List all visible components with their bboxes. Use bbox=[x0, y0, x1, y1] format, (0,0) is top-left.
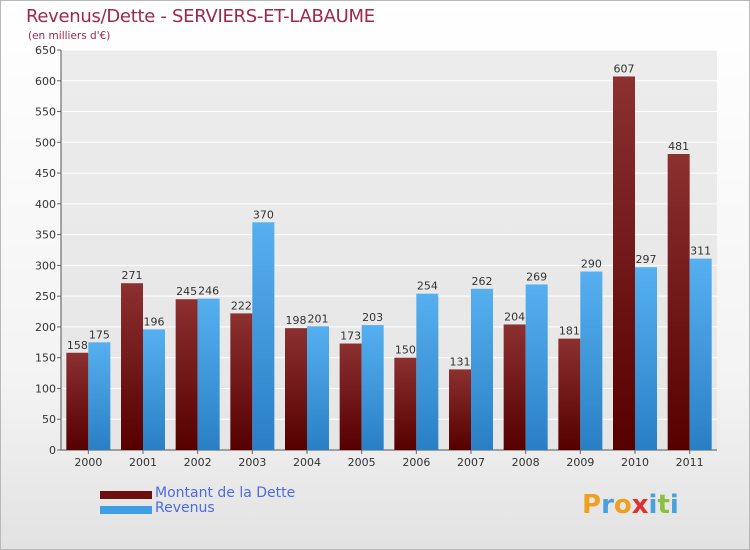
y-tick-label: 350 bbox=[35, 229, 56, 242]
x-tick-label: 2010 bbox=[621, 456, 649, 469]
data-label-revenus: 297 bbox=[636, 253, 657, 266]
bar-dette bbox=[285, 328, 307, 450]
x-tick-label: 2004 bbox=[293, 456, 321, 469]
data-label-revenus: 203 bbox=[362, 311, 383, 324]
y-tick-label: 400 bbox=[35, 198, 56, 211]
bar-revenus bbox=[525, 284, 548, 450]
data-label-dette: 481 bbox=[668, 140, 689, 153]
bar-revenus bbox=[361, 325, 384, 450]
data-label-dette: 198 bbox=[286, 314, 307, 327]
y-tick-label: 50 bbox=[42, 413, 56, 426]
data-label-dette: 173 bbox=[340, 330, 361, 343]
x-tick-label: 2003 bbox=[238, 456, 266, 469]
x-tick-label: 2005 bbox=[348, 456, 376, 469]
data-label-dette: 158 bbox=[67, 339, 88, 352]
bar-revenus bbox=[307, 326, 329, 450]
data-label-revenus: 262 bbox=[472, 275, 493, 288]
data-label-revenus: 254 bbox=[417, 280, 438, 293]
y-tick-label: 450 bbox=[35, 167, 56, 180]
x-tick-label: 2009 bbox=[566, 456, 594, 469]
legend-swatch-dette bbox=[100, 491, 152, 499]
data-label-revenus: 370 bbox=[253, 208, 274, 221]
bar-dette bbox=[66, 352, 89, 450]
logo-letter: x bbox=[631, 490, 649, 520]
x-tick-label: 2000 bbox=[74, 456, 102, 469]
y-tick-label: 200 bbox=[35, 321, 56, 334]
data-label-revenus: 196 bbox=[144, 315, 165, 328]
legend-swatch-revenus bbox=[100, 506, 152, 514]
data-label-dette: 204 bbox=[504, 310, 525, 323]
legend-label-revenus: Revenus bbox=[155, 500, 215, 516]
logo-letter: i bbox=[648, 490, 658, 520]
data-label-dette: 181 bbox=[559, 325, 580, 338]
data-label-dette: 271 bbox=[122, 269, 143, 282]
logo-letter: P bbox=[582, 490, 602, 520]
bar-revenus bbox=[252, 222, 275, 450]
bar-dette bbox=[449, 369, 471, 450]
x-tick-label: 2011 bbox=[676, 456, 704, 469]
logo-letter: o bbox=[613, 490, 632, 520]
bar-revenus bbox=[689, 258, 712, 450]
data-label-dette: 150 bbox=[395, 344, 416, 357]
x-tick-label: 2006 bbox=[402, 456, 430, 469]
bar-dette bbox=[121, 283, 143, 450]
data-label-revenus: 311 bbox=[690, 245, 711, 258]
x-tick-label: 2001 bbox=[129, 456, 157, 469]
bar-dette bbox=[558, 338, 581, 450]
bar-revenus bbox=[580, 271, 603, 450]
data-label-revenus: 269 bbox=[526, 270, 547, 283]
bar-dette bbox=[394, 357, 417, 450]
bar-dette bbox=[339, 343, 362, 450]
bar-dette bbox=[667, 154, 690, 450]
data-label-dette: 222 bbox=[231, 299, 252, 312]
proxiti-logo: Proxiti bbox=[582, 490, 679, 520]
bar-revenus bbox=[197, 298, 220, 450]
y-tick-label: 0 bbox=[49, 444, 56, 457]
bar-dette bbox=[613, 76, 635, 450]
y-tick-label: 550 bbox=[35, 106, 56, 119]
chart-title: Revenus/Dette - SERVIERS-ET-LABAUME bbox=[26, 6, 375, 27]
data-label-revenus: 201 bbox=[308, 312, 329, 325]
logo-letter: t bbox=[657, 490, 670, 520]
y-tick-label: 250 bbox=[35, 290, 56, 303]
plot-area bbox=[61, 50, 717, 450]
data-label-dette: 245 bbox=[176, 285, 197, 298]
chart-subtitle: (en milliers d'€) bbox=[28, 30, 111, 42]
bar-revenus bbox=[143, 329, 165, 450]
legend-label-dette: Montant de la Dette bbox=[155, 485, 296, 501]
y-tick-label: 650 bbox=[35, 44, 56, 57]
bar-revenus bbox=[635, 267, 657, 450]
data-label-dette: 607 bbox=[614, 62, 635, 75]
y-tick-label: 600 bbox=[35, 75, 56, 88]
bar-dette bbox=[230, 313, 253, 450]
x-tick-label: 2008 bbox=[512, 456, 540, 469]
bar-revenus bbox=[416, 293, 439, 450]
data-label-revenus: 246 bbox=[198, 285, 219, 298]
bar-dette bbox=[503, 324, 526, 450]
bar-revenus bbox=[88, 342, 111, 450]
bar-dette bbox=[175, 299, 198, 450]
y-tick-label: 500 bbox=[35, 136, 56, 149]
data-label-dette: 131 bbox=[450, 355, 471, 368]
x-tick-label: 2007 bbox=[457, 456, 485, 469]
data-label-revenus: 290 bbox=[581, 258, 602, 271]
logo-letter: i bbox=[669, 490, 679, 520]
y-tick-label: 300 bbox=[35, 259, 56, 272]
y-tick-label: 100 bbox=[35, 382, 56, 395]
x-tick-label: 2002 bbox=[184, 456, 212, 469]
y-tick-label: 150 bbox=[35, 352, 56, 365]
logo-letter: r bbox=[601, 490, 614, 520]
bar-revenus bbox=[471, 288, 493, 450]
data-label-revenus: 175 bbox=[89, 328, 110, 341]
